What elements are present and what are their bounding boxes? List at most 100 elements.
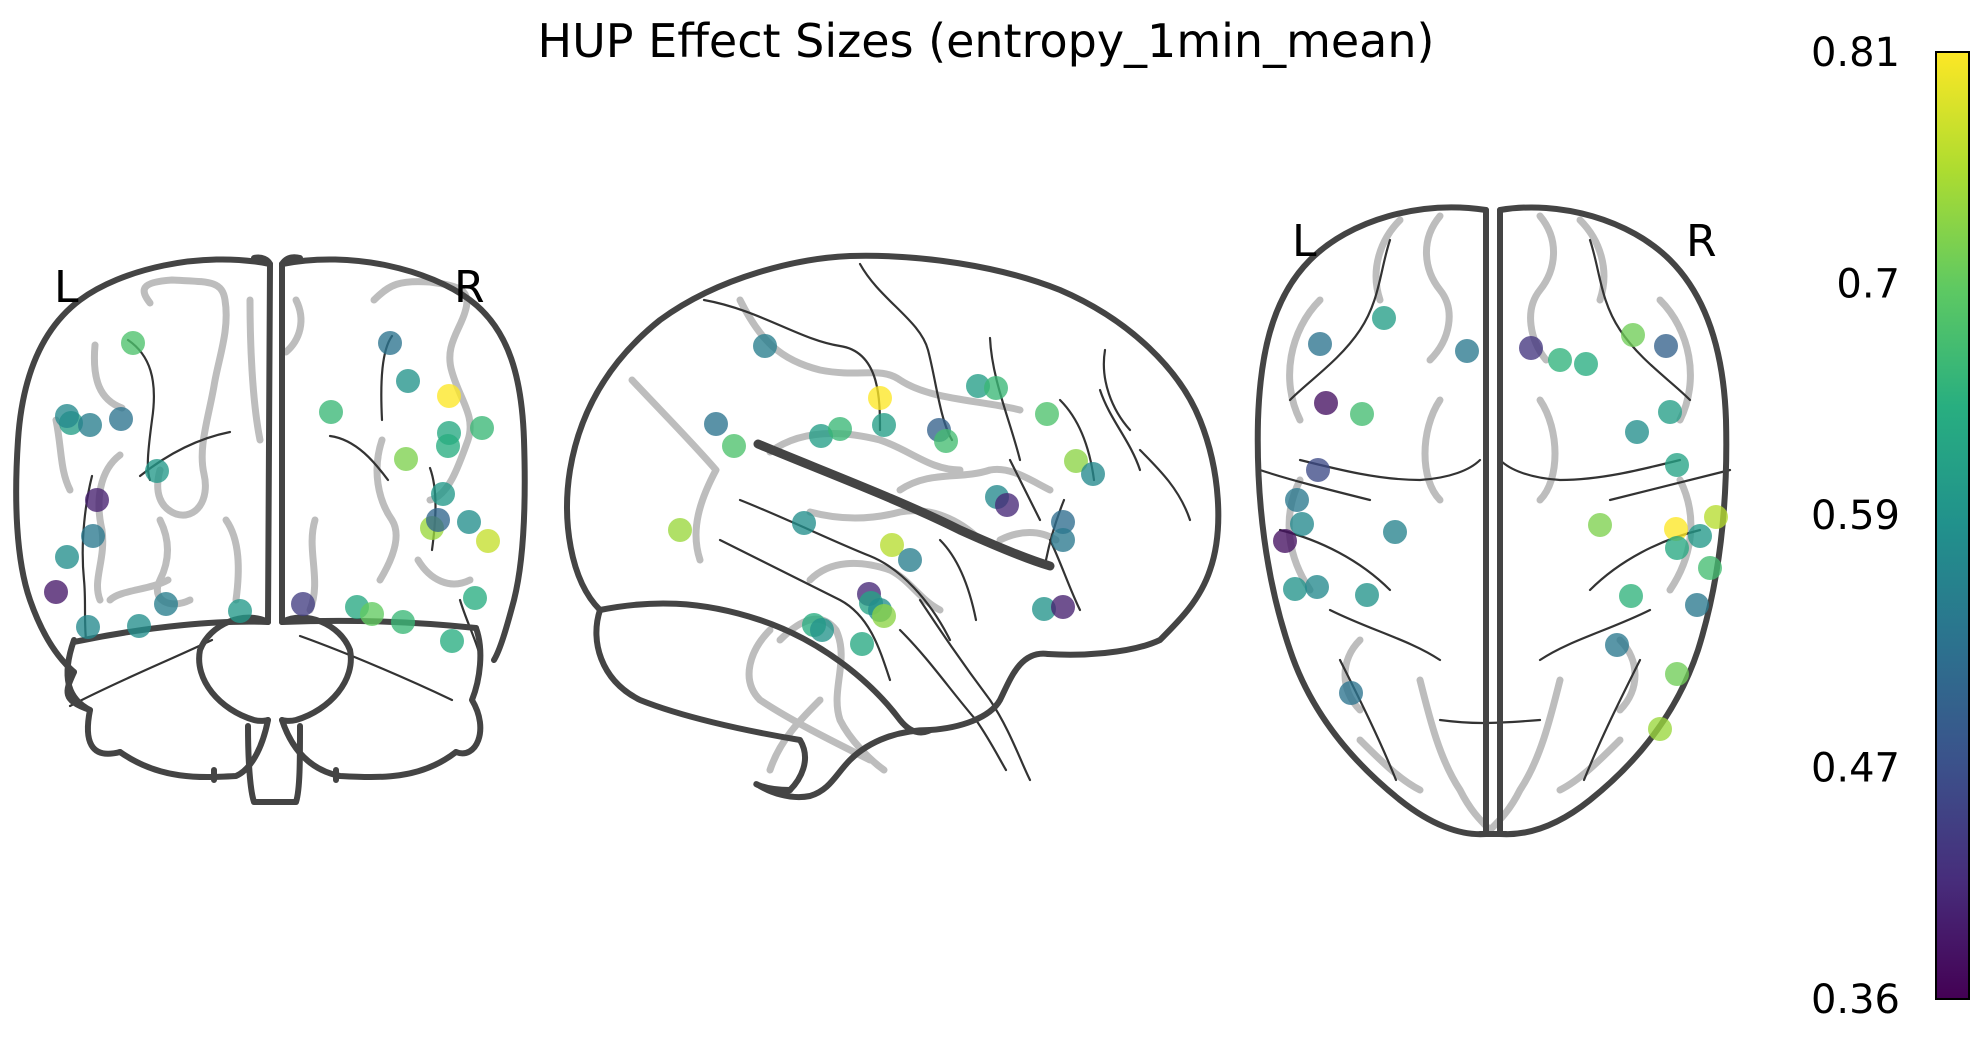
sagittal-electrode (934, 429, 958, 453)
coronal-outline (13, 254, 528, 805)
coronal-electrode (394, 447, 418, 471)
sagittal-electrode (1032, 597, 1056, 621)
colorbar-ticks: 0.81 0.7 0.59 0.47 0.36 (1811, 30, 1900, 1023)
coronal-view: L R (13, 254, 528, 805)
sagittal-electrode (1051, 528, 1075, 552)
coronal-electrode (440, 629, 464, 653)
coronal-electrode (154, 592, 178, 616)
colorbar-tick-label: 0.7 (1836, 261, 1900, 307)
axial-electrode (1548, 348, 1572, 372)
coronal-electrode (81, 524, 105, 548)
sagittal-electrode (1064, 449, 1088, 473)
sagittal-gyri (628, 296, 1060, 774)
axial-electrode (1305, 575, 1329, 599)
figure-title: HUP Effect Sizes (entropy_1min_mean) (0, 14, 1980, 68)
coronal-electrode (457, 510, 481, 534)
coronal-left-label: L (54, 262, 79, 313)
coronal-electrode (44, 580, 68, 604)
axial-electrode (1383, 520, 1407, 544)
axial-electrode (1455, 339, 1479, 363)
sagittal-electrode (898, 548, 922, 572)
sagittal-electrode (753, 334, 777, 358)
colorbar-tick-label: 0.81 (1811, 30, 1900, 76)
coronal-electrode (55, 404, 79, 428)
sagittal-view (564, 252, 1222, 800)
axial-electrode (1654, 334, 1678, 358)
coronal-electrode (145, 459, 169, 483)
coronal-electrode (391, 610, 415, 634)
sagittal-electrode (1035, 402, 1059, 426)
sagittal-electrode (880, 533, 904, 557)
axial-electrode (1372, 306, 1396, 330)
coronal-electrode (431, 482, 455, 506)
axial-gyri (1285, 212, 1695, 834)
sagittal-electrode (704, 412, 728, 436)
sagittal-electrode (872, 604, 896, 628)
coronal-electrode (437, 384, 461, 408)
coronal-electrode (463, 586, 487, 610)
sagittal-electrode (872, 413, 896, 437)
coronal-electrode (319, 400, 343, 424)
axial-electrode (1664, 517, 1688, 541)
axial-electrode (1306, 458, 1330, 482)
sagittal-electrode (1081, 462, 1105, 486)
coronal-electrode (228, 599, 252, 623)
coronal-electrode (291, 592, 315, 616)
coronal-electrode (426, 508, 450, 532)
axial-electrode (1698, 556, 1722, 580)
axial-electrode (1665, 662, 1689, 686)
axial-electrode (1290, 512, 1314, 536)
coronal-electrode (78, 413, 102, 437)
sagittal-electrode (995, 493, 1019, 517)
coronal-electrode (470, 416, 494, 440)
coronal-electrode (109, 407, 133, 431)
axial-electrode (1688, 524, 1712, 548)
lateral-sulcus (753, 439, 1055, 571)
axial-right-label: R (1686, 216, 1717, 267)
sagittal-electrode (1051, 595, 1075, 619)
axial-electrode (1605, 633, 1629, 657)
axial-electrode (1308, 332, 1332, 356)
sagittal-electrode (828, 417, 852, 441)
axial-electrode (1519, 336, 1543, 360)
colorbar-tick-label: 0.47 (1811, 746, 1900, 792)
sagittal-electrode (868, 386, 892, 410)
coronal-electrode (121, 331, 145, 355)
axial-electrode (1285, 488, 1309, 512)
sagittal-electrode (850, 632, 874, 656)
colorbar: 0.81 0.7 0.59 0.47 0.36 (1811, 30, 1970, 1023)
coronal-electrode (396, 369, 420, 393)
sagittal-electrode (722, 434, 746, 458)
axial-left-label: L (1292, 216, 1317, 267)
coronal-electrode (55, 545, 79, 569)
sagittal-electrode (966, 374, 990, 398)
coronal-electrode (85, 488, 109, 512)
sagittal-electrode (792, 511, 816, 535)
axial-electrode (1588, 513, 1612, 537)
electrode-markers (44, 306, 1728, 741)
coronal-electrode (76, 615, 100, 639)
colorbar-tick-label: 0.59 (1811, 493, 1900, 539)
coronal-electrode (436, 434, 460, 458)
sagittal-electrode (984, 376, 1008, 400)
colorbar-tick-label: 0.36 (1811, 977, 1900, 1023)
coronal-right-label: R (454, 262, 485, 313)
axial-electrode (1665, 536, 1689, 560)
sagittal-outline (564, 252, 1222, 800)
coronal-gyri (52, 276, 474, 614)
sagittal-electrode (809, 424, 833, 448)
axial-electrode (1314, 391, 1338, 415)
coronal-electrode (378, 331, 402, 355)
axial-electrode (1625, 420, 1649, 444)
axial-electrode (1574, 352, 1598, 376)
axial-electrode (1621, 323, 1645, 347)
axial-sulci (1258, 238, 1732, 782)
coronal-electrode (127, 614, 151, 638)
axial-electrode (1665, 453, 1689, 477)
coronal-sulci (68, 334, 482, 708)
axial-electrode (1619, 584, 1643, 608)
axial-electrode (1355, 583, 1379, 607)
axial-electrode (1704, 505, 1728, 529)
coronal-electrode (476, 529, 500, 553)
